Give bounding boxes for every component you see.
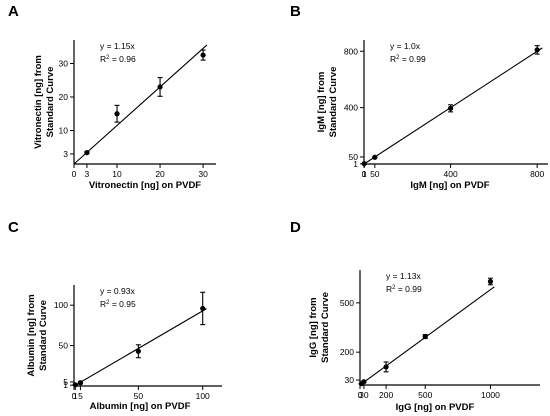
y-tick-label: 20 [59,92,69,102]
x-tick-label: 5 [78,391,83,401]
data-point [84,150,90,156]
y-tick-label: 400 [344,103,358,113]
data-point [114,111,120,117]
y-tick-label: 30 [59,58,69,68]
y-axis-label-line1: Vitronectin [ng] from [33,55,44,149]
equation-label: y = 1.0x [390,41,421,51]
fit-line [73,308,207,387]
panel-label: A [8,3,19,20]
panel-d: D 030 200 500 1000 30 200 500 IgG [ng] on PVDF Ig… [290,219,540,413]
y-tick-label: 200 [340,347,354,357]
y-axis-label-group: Vitronectin [ng] from Standard Curve [33,55,56,149]
y-tick-label: 3 [63,149,68,159]
equation-label: y = 0.93x [100,286,135,296]
y-tick-label: 500 [340,298,354,308]
y-tick-label: 50 [59,341,69,351]
y-axis-label-line1: IgG [ng] from [308,297,319,357]
r-squared-label: R2 = 0.99 [386,284,422,294]
r-squared-label: R2 = 0.95 [100,299,136,309]
x-axis-label: Vitronectin [ng] on PVDF [89,180,201,191]
x-tick-label: 0 [362,169,367,179]
x-axis-label: IgG [ng] on PVDF [396,402,475,413]
fit-line [73,44,208,165]
y-tick-label: 10 [59,125,69,135]
x-tick-label: 0 [358,390,363,400]
x-tick-label: 30 [359,390,369,400]
y-axis-label-group: IgM [ng] from Standard Curve [316,67,339,138]
data-point [422,333,428,340]
y-axis-label-line2: Standard Curve [328,67,339,138]
y-tick-label: 100 [54,300,68,310]
x-tick-label: 1 [362,169,367,179]
data-point [361,161,367,167]
fit-line [363,47,543,165]
data-point [487,278,494,285]
panel-label: D [290,219,301,236]
data-point [77,380,84,386]
data-point [72,382,78,388]
data-point [383,364,389,370]
data-point [372,154,378,160]
r-squared-label: R2 = 0.99 [390,54,426,64]
x-axis-label: IgM [ng] on PVDF [410,180,489,191]
x-tick-label: 0 [72,391,77,401]
y-tick-label: 50 [349,152,359,162]
y-tick-label: 800 [344,46,358,56]
y-axis-label-line2: Standard Curve [320,292,331,363]
x-tick-label: 0 [72,169,77,179]
y-axis-label-line2: Standard Curve [38,300,49,371]
panel-label: B [290,3,301,20]
data-point [534,47,540,53]
x-tick-label: 400 [443,169,457,179]
x-tick-label: 3 [85,169,90,179]
x-tick-label: 50 [134,391,144,401]
x-tick-label: 10 [112,169,122,179]
data-point [447,105,454,111]
y-tick-label: 1 [63,380,68,390]
x-tick-label: 500 [418,390,432,400]
data-point [361,379,367,385]
panel-label: C [8,219,19,236]
x-tick-label: 1000 [481,390,500,400]
y-axis-label-line1: IgM [ng] from [316,72,327,133]
y-tick-label: 5 [63,377,68,387]
data-point [157,84,163,90]
data-point [200,305,206,312]
x-tick-label: 20 [155,169,165,179]
x-tick-label: 200 [379,390,393,400]
equation-label: y = 1.13x [386,271,421,281]
data-point [200,52,206,58]
equation-label: y = 1.15x [100,41,135,51]
y-axis-label-group: IgG [ng] from Standard Curve [308,292,331,363]
y-tick-label: 30 [345,375,355,385]
y-axis-label-line2: Standard Curve [45,67,56,138]
x-tick-label: 30 [198,169,208,179]
y-axis-label-group: Albumin [ng] from Standard Curve [26,294,49,376]
r-squared-label: R2 = 0.96 [100,54,136,64]
x-tick-label: 1 [73,391,78,401]
x-tick-label: 100 [196,391,210,401]
y-tick-label: 1 [353,159,358,169]
x-tick-label: 800 [530,169,544,179]
y-axis-label-line1: Albumin [ng] from [26,294,37,376]
x-axis-label: Albumin [ng] on PVDF [90,401,191,412]
panel-c: C 01 5 50 100 15 50 100 Albumin [ng] on PVDF Albu… [8,219,222,412]
x-tick-label: 50 [370,169,380,179]
data-point [135,348,141,354]
